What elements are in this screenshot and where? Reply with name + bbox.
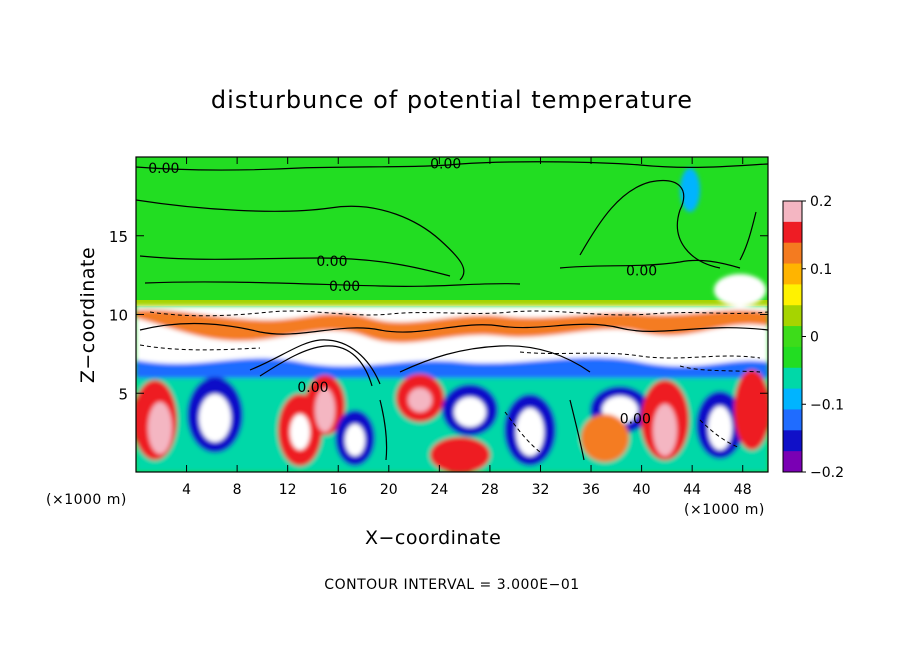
- field-cold-cell-2-core: [345, 424, 365, 456]
- x-tick-label: 32: [532, 482, 550, 498]
- x-tick-label: 48: [734, 482, 752, 498]
- colorbar-tick-label: 0.1: [810, 262, 832, 278]
- contour-line: [259, 345, 373, 387]
- contour-line-negative: [679, 365, 761, 373]
- contour-line: [249, 339, 381, 385]
- colorbar-tick-label: −0.1: [810, 397, 844, 413]
- field-mixed-blue: [136, 357, 768, 380]
- x-tick-label: 44: [683, 482, 701, 498]
- x-tick-label: 24: [430, 482, 448, 498]
- field-mixed-upper-right: [714, 274, 766, 306]
- contour-line: [136, 161, 768, 171]
- x-tick-label: 40: [633, 482, 651, 498]
- field-warm-cell-3-core: [315, 388, 335, 432]
- colorbar: 0.2 0.1 0 −0.1 −0.2: [782, 194, 844, 481]
- colorbar-segment: [783, 221, 802, 244]
- contour-label: 0.00: [626, 263, 657, 279]
- colorbar-segment: [783, 409, 802, 431]
- x-axis-ticks: 4 8 12 16 20 24 28 32 36 40 44 48: [182, 157, 752, 498]
- field-warm-cell-7-core: [653, 404, 677, 456]
- x-tick-label: 4: [182, 482, 191, 498]
- y-tick-label: 5: [118, 385, 128, 403]
- colorbar-segment: [783, 305, 802, 327]
- field-cold-cell-3-core: [454, 397, 486, 427]
- y-axis-label: Z−coordinate: [77, 246, 99, 384]
- field-cold-cell-4-core: [516, 408, 544, 456]
- contour-line: [139, 322, 768, 335]
- contour-line: [569, 399, 585, 461]
- y-axis-unit: (×1000 m): [46, 492, 127, 508]
- colorbar-segment: [783, 430, 802, 452]
- contour-line: [139, 255, 451, 277]
- field-warm-cell-6: [581, 414, 629, 462]
- contour-interval-note: CONTOUR INTERVAL = 3.000E−01: [324, 577, 580, 593]
- field-transition-band: [136, 300, 768, 308]
- contour-line: [399, 345, 591, 373]
- contour-label: 0.00: [329, 279, 360, 295]
- x-tick-label: 36: [582, 482, 600, 498]
- colorbar-tick-label: 0.2: [810, 194, 832, 210]
- colorbar-segment: [783, 388, 802, 410]
- contour-label: 0.00: [620, 411, 651, 427]
- colorbar-segment: [783, 451, 802, 473]
- field-cyan-upper-right: [680, 168, 700, 212]
- field-upper-region: [136, 157, 768, 307]
- y-axis-ticks: 5 10 15: [109, 228, 768, 403]
- contour-lines: [136, 161, 768, 461]
- field-mixed-orange: [136, 309, 768, 343]
- y-tick-label: 10: [109, 307, 128, 325]
- contour-label: 0.00: [430, 156, 461, 172]
- x-tick-label: 12: [279, 482, 297, 498]
- x-axis-label: X−coordinate: [365, 527, 502, 549]
- field-warm-cell-1-core: [148, 402, 172, 454]
- contour-label: 0.00: [316, 254, 347, 270]
- field-cold-cell-1-core: [199, 394, 231, 442]
- x-tick-label: 28: [481, 482, 499, 498]
- contour-labels: 0.00 0.00 0.00 0.00 0.00 0.00 0.00: [148, 156, 657, 427]
- y-tick-label: 15: [109, 228, 128, 246]
- colorbar-segment: [783, 284, 802, 306]
- contour-label: 0.00: [148, 161, 179, 177]
- colorbar-segment: [783, 263, 802, 285]
- field-warm-cell-5: [430, 437, 490, 472]
- colorbar-tick-label: −0.2: [810, 465, 844, 481]
- x-tick-label: 20: [380, 482, 398, 498]
- contour-field: 0.00 0.00 0.00 0.00 0.00 0.00 0.00: [136, 156, 768, 472]
- contour-line: [579, 180, 721, 269]
- colorbar-segment: [783, 367, 802, 390]
- contour-line: [379, 399, 388, 461]
- colorbar-segment: [783, 346, 802, 369]
- contour-line-negative: [699, 419, 741, 449]
- field-warm-cell-4-core: [408, 388, 432, 412]
- field-warm-cell-2-core: [290, 414, 310, 450]
- colorbar-tick-label: 0: [810, 330, 819, 346]
- field-warm-cell-8: [734, 370, 768, 450]
- contour-lines-dashed: [139, 310, 768, 453]
- contour-line: [739, 211, 757, 261]
- x-axis-unit: (×1000 m): [684, 502, 765, 518]
- contour-line: [559, 259, 741, 269]
- contour-label: 0.00: [297, 380, 328, 396]
- field-cold-cell-6-core: [708, 406, 732, 450]
- chart-title: disturbunce of potential temperature: [210, 86, 694, 114]
- contour-line: [144, 281, 521, 288]
- contour-line: [136, 199, 465, 281]
- contour-line-negative: [139, 344, 261, 351]
- colorbar-segment: [783, 326, 802, 348]
- x-tick-label: 16: [329, 482, 347, 498]
- colorbar-segment: [783, 201, 802, 223]
- colorbar-segment: [783, 242, 802, 265]
- contour-line-negative: [519, 351, 761, 359]
- contour-line-negative: [149, 310, 768, 317]
- x-tick-label: 8: [233, 482, 242, 498]
